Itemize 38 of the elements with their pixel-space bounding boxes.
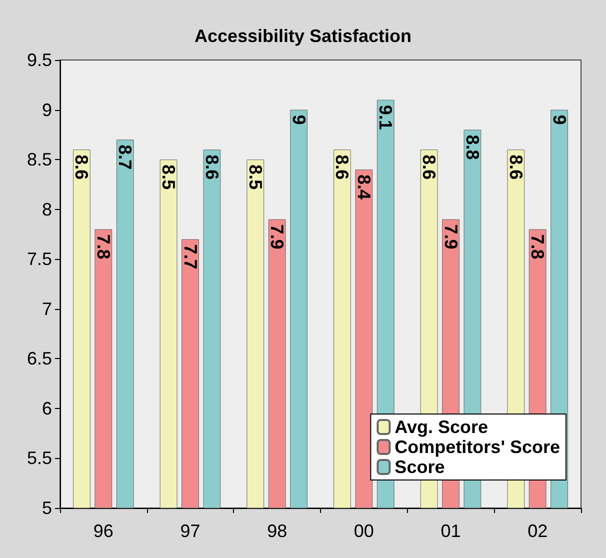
x-tick-label: 96: [93, 521, 114, 541]
y-tick-label: 5.5: [26, 448, 52, 468]
data-label: 9.1: [376, 104, 396, 130]
y-tick-label: 7.5: [26, 249, 52, 270]
data-label: 8.8: [462, 134, 482, 160]
data-label: 7.8: [528, 234, 548, 260]
data-label: 8.6: [202, 154, 222, 180]
data-label: 7.9: [267, 224, 288, 250]
legend-label: Competitors' Score: [394, 437, 560, 457]
data-label: 8.6: [506, 154, 526, 180]
data-label: 8.6: [419, 154, 440, 180]
data-label: 7.8: [93, 234, 114, 260]
y-tick-label: 5: [42, 498, 52, 518]
x-tick-label: 02: [528, 521, 548, 541]
y-tick-label: 6.5: [26, 348, 52, 369]
y-tick-label: 8: [42, 199, 52, 220]
y-tick-label: 9: [42, 100, 52, 120]
legend-label: Avg. Score: [394, 417, 488, 437]
x-tick-label: 97: [180, 521, 200, 541]
legend-label: Score: [394, 457, 445, 477]
data-label: 8.6: [332, 154, 352, 180]
data-label: 8.4: [354, 174, 374, 200]
data-label: 8.7: [115, 144, 136, 170]
y-tick-label: 8.5: [26, 150, 52, 170]
data-label: 9: [288, 114, 309, 125]
data-label: 8.6: [72, 154, 92, 180]
data-label: 9: [549, 114, 570, 125]
data-label: 8.5: [158, 164, 179, 190]
y-tick-label: 6: [42, 398, 52, 418]
y-tick-label: 7: [42, 298, 52, 319]
data-label: 7.9: [440, 224, 461, 250]
data-label: 8.5: [245, 164, 266, 190]
x-tick-label: 00: [354, 521, 374, 541]
x-tick-label: 01: [440, 521, 461, 541]
x-tick-label: 98: [267, 521, 288, 541]
data-label: 7.7: [180, 244, 200, 270]
y-tick-label: 9.5: [26, 50, 52, 70]
chart-title: Accessibility Satisfaction: [194, 26, 412, 46]
